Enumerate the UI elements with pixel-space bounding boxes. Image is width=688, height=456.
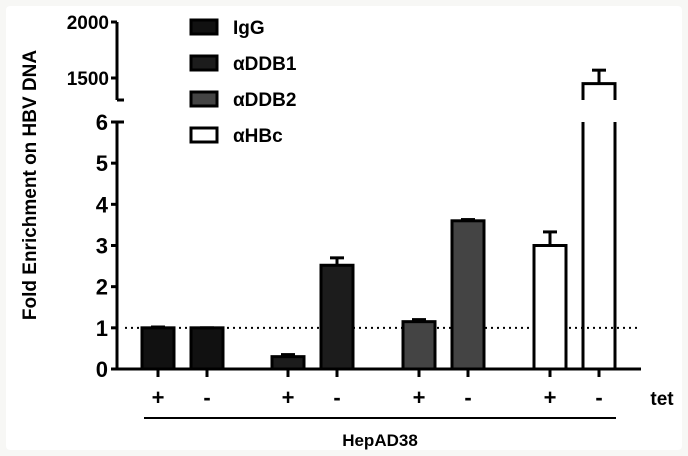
x-tick-label: + bbox=[544, 385, 557, 410]
y-tick-label: 2000 bbox=[67, 13, 109, 34]
chart-frame bbox=[6, 6, 682, 450]
bar bbox=[401, 320, 437, 371]
y-axis-label: Fold Enrichment on HBV DNA bbox=[20, 50, 41, 321]
bar bbox=[581, 122, 617, 369]
legend-label: αDDB1 bbox=[233, 54, 297, 75]
legend-swatch bbox=[189, 90, 219, 108]
y-tick-label: 3 bbox=[96, 234, 108, 259]
x-tick-label: - bbox=[595, 385, 602, 410]
x-tick-label: - bbox=[464, 385, 471, 410]
legend-label: αDDB2 bbox=[233, 90, 296, 111]
bar bbox=[319, 263, 355, 371]
y-tick-label: 4 bbox=[96, 192, 109, 217]
x-tick-label: + bbox=[282, 385, 295, 410]
condition-label: tet bbox=[650, 389, 674, 410]
x-tick-label: - bbox=[203, 385, 210, 410]
bar bbox=[532, 244, 568, 371]
y-tick-label: 2 bbox=[96, 275, 108, 300]
x-tick-label: - bbox=[333, 385, 340, 410]
bar bbox=[270, 355, 306, 371]
bar bbox=[140, 326, 176, 371]
y-tick-label: 5 bbox=[96, 151, 108, 176]
y-tick-label: 1500 bbox=[67, 69, 109, 90]
y-tick-label: 0 bbox=[96, 357, 108, 382]
y-tick-label: 6 bbox=[96, 110, 108, 135]
x-tick-label: + bbox=[413, 385, 426, 410]
bar bbox=[450, 219, 486, 371]
x-tick-label: + bbox=[152, 385, 165, 410]
legend-swatch bbox=[189, 126, 219, 144]
bar bbox=[189, 326, 225, 371]
x-axis-label: HepAD38 bbox=[342, 431, 418, 450]
y-tick-label: 1 bbox=[96, 316, 108, 341]
legend-label: IgG bbox=[233, 18, 265, 39]
legend-swatch bbox=[189, 54, 219, 72]
legend-swatch bbox=[189, 18, 219, 36]
bar-upper bbox=[583, 83, 615, 100]
legend-label: αHBc bbox=[233, 126, 283, 147]
